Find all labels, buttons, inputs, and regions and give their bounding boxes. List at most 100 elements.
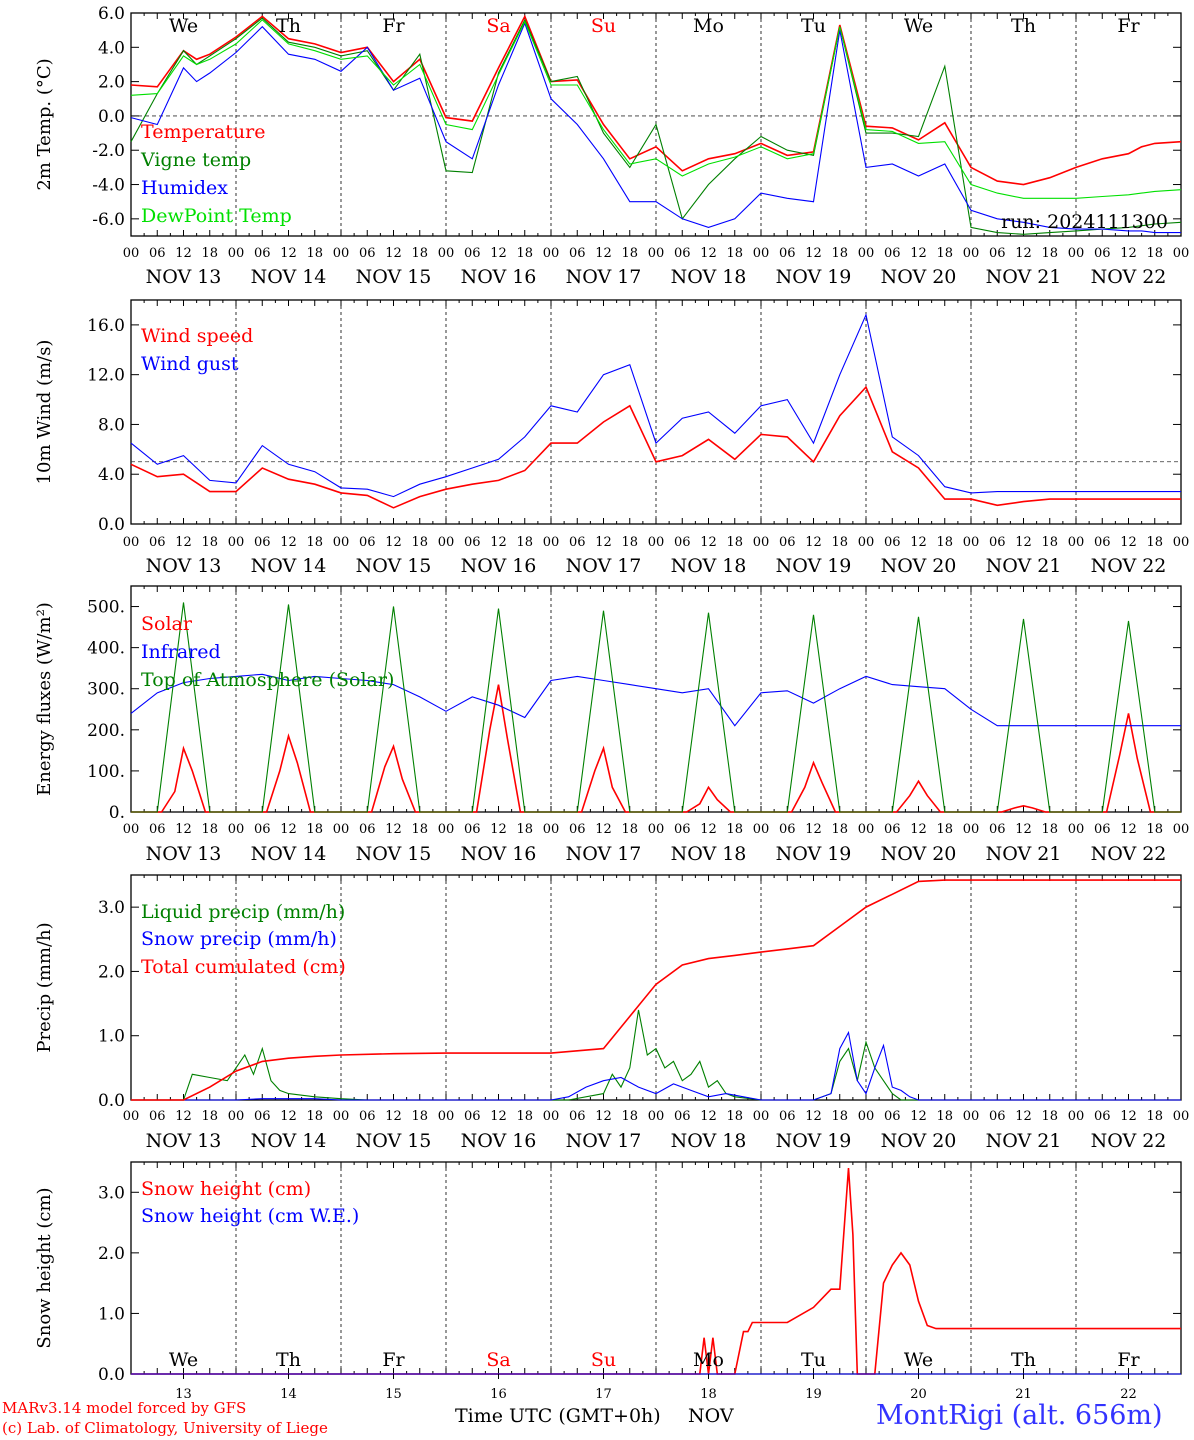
model-credit: MARv3.14 model forced by GFS	[2, 1399, 247, 1417]
hour-tick-label: 00	[123, 1109, 140, 1124]
hour-tick-label: 12	[700, 1109, 717, 1124]
date-tick-label: NOV 15	[356, 843, 432, 865]
hour-tick-label: 12	[280, 822, 297, 837]
series-line	[130, 17, 1182, 235]
hour-tick-label: 12	[280, 1109, 297, 1124]
hour-tick-label: 06	[149, 822, 166, 837]
legend-entry: Total cumulated (cm)	[141, 956, 346, 978]
hour-tick-label: 00	[1068, 535, 1085, 550]
hour-tick-label: 06	[359, 822, 376, 837]
month-label: NOV	[688, 1405, 734, 1427]
hour-tick-label: 00	[228, 246, 245, 261]
y-tick-label: 0.0	[98, 107, 125, 127]
legend-entry: Liquid precip (mm/h)	[141, 901, 345, 923]
hour-tick-label: 00	[1173, 822, 1190, 837]
hour-tick-label: 00	[1068, 822, 1085, 837]
hour-tick-label: 18	[1146, 246, 1163, 261]
hour-tick-label: 06	[464, 246, 481, 261]
day-name-label: Th	[276, 15, 301, 37]
hour-tick-label: 00	[753, 246, 770, 261]
hour-tick-label: 12	[700, 535, 717, 550]
hour-tick-label: 18	[1041, 246, 1058, 261]
hour-tick-label: 18	[1146, 822, 1163, 837]
hour-tick-label: 12	[385, 1109, 402, 1124]
hour-tick-label: 18	[1041, 535, 1058, 550]
day-name-label: Tu	[801, 1349, 826, 1371]
date-tick-label: NOV 15	[356, 266, 432, 288]
hour-tick-label: 18	[621, 1109, 638, 1124]
hour-tick-label: 12	[910, 535, 927, 550]
hour-tick-label: 00	[753, 822, 770, 837]
hour-tick-label: 12	[1120, 535, 1137, 550]
hour-tick-label: 12	[910, 246, 927, 261]
hour-tick-label: 18	[516, 246, 533, 261]
hour-tick-label: 12	[1120, 1109, 1137, 1124]
hour-tick-label: 18	[411, 1109, 428, 1124]
hour-tick-label: 18	[411, 535, 428, 550]
hour-tick-label: 06	[359, 535, 376, 550]
hour-tick-label: 00	[438, 535, 455, 550]
y-axis-label: 2m Temp. (°C)	[34, 58, 55, 190]
hour-tick-label: 18	[936, 246, 953, 261]
day-number-label: 15	[385, 1387, 402, 1402]
hour-tick-label: 12	[805, 822, 822, 837]
date-tick-label: NOV 13	[146, 843, 222, 865]
hour-tick-label: 06	[464, 1109, 481, 1124]
hour-tick-label: 06	[779, 1109, 796, 1124]
hour-tick-label: 12	[280, 535, 297, 550]
date-tick-label: NOV 13	[146, 1130, 222, 1152]
hour-tick-label: 06	[254, 1109, 271, 1124]
hour-tick-label: 06	[149, 535, 166, 550]
hour-tick-label: 18	[516, 535, 533, 550]
date-tick-label: NOV 16	[461, 843, 537, 865]
date-tick-label: NOV 19	[776, 1130, 852, 1152]
date-tick-label: NOV 21	[986, 1130, 1062, 1152]
y-tick-label: 3.0	[98, 898, 125, 918]
hour-tick-label: 06	[149, 246, 166, 261]
y-axis-label: Energy fluxes (W/m²)	[34, 602, 55, 796]
hour-tick-label: 06	[569, 246, 586, 261]
hour-tick-label: 12	[1015, 1109, 1032, 1124]
y-tick-label: 12.0	[87, 366, 125, 386]
hour-tick-label: 12	[385, 246, 402, 261]
y-tick-label: 0.0	[98, 1091, 125, 1111]
hour-tick-label: 00	[438, 1109, 455, 1124]
hour-tick-label: 12	[490, 822, 507, 837]
legend-entry: Vigne temp	[140, 149, 251, 171]
hour-tick-label: 00	[228, 1109, 245, 1124]
day-name-label: We	[904, 15, 933, 37]
hour-tick-label: 00	[333, 1109, 350, 1124]
hour-tick-label: 18	[201, 535, 218, 550]
day-name-label: Su	[591, 1349, 616, 1371]
hour-tick-label: 06	[989, 535, 1006, 550]
hour-tick-label: 06	[989, 1109, 1006, 1124]
hour-tick-label: 12	[490, 246, 507, 261]
day-name-label: Mo	[693, 1349, 724, 1371]
hour-tick-label: 00	[333, 535, 350, 550]
date-tick-label: NOV 16	[461, 555, 537, 577]
y-tick-label: 0.	[109, 803, 125, 823]
hour-tick-label: 12	[805, 246, 822, 261]
hour-tick-label: 06	[884, 822, 901, 837]
date-tick-label: NOV 20	[881, 555, 957, 577]
date-tick-label: NOV 16	[461, 266, 537, 288]
y-tick-label: 16.0	[87, 316, 125, 336]
legend-entry: Temperature	[141, 121, 265, 143]
day-name-label: Mo	[693, 15, 724, 37]
hour-tick-label: 06	[254, 535, 271, 550]
y-tick-label: 2.0	[98, 1244, 125, 1264]
hour-tick-label: 00	[858, 535, 875, 550]
series-line	[130, 673, 1181, 727]
day-name-label: Th	[276, 1349, 301, 1371]
hour-tick-label: 18	[306, 822, 323, 837]
hour-tick-label: 06	[779, 822, 796, 837]
y-tick-label: -2.0	[92, 141, 125, 161]
hour-tick-label: 18	[726, 535, 743, 550]
lab-credit: (c) Lab. of Climatology, University of L…	[2, 1419, 328, 1437]
hour-tick-label: 00	[1173, 246, 1190, 261]
day-name-label: Sa	[486, 15, 510, 37]
day-number-label: 14	[280, 1387, 297, 1402]
day-name-label: Fr	[382, 15, 405, 37]
date-tick-label: NOV 14	[251, 843, 327, 865]
date-tick-label: NOV 22	[1091, 1130, 1167, 1152]
